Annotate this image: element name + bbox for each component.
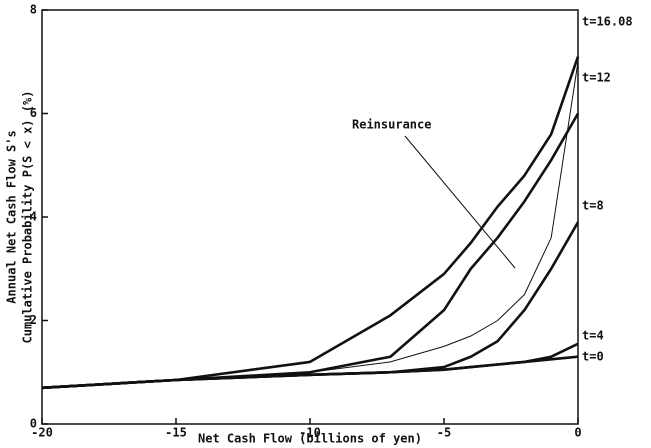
y-axis-label: Cumulative Probability P(S < x) (%) xyxy=(21,91,35,344)
x-axis-label: Net Cash Flow (billions of yen) xyxy=(198,432,422,446)
series-label: t=16.08 xyxy=(582,15,633,29)
series-line xyxy=(41,112,580,390)
x-tick-label: -10 xyxy=(299,426,321,440)
y-tick-label: 8 xyxy=(30,3,37,17)
annotation-arrow xyxy=(404,135,516,269)
x-tick-label: 0 xyxy=(574,426,581,440)
y-tick-label: 6 xyxy=(30,106,37,120)
series-line xyxy=(41,61,579,389)
x-tick-label: -15 xyxy=(165,426,187,440)
y-tick-label: 4 xyxy=(30,210,37,224)
series-label: t=12 xyxy=(582,71,611,85)
series-label: t=4 xyxy=(582,329,604,343)
x-tick-label: -20 xyxy=(31,426,53,440)
y-tick-label: 2 xyxy=(30,313,37,327)
y-axis-label: Annual Net Cash Flow S's xyxy=(5,130,19,303)
annotation: Reinsurance xyxy=(352,118,431,132)
y-tick-label: 0 xyxy=(30,417,37,431)
series-label: t=8 xyxy=(582,199,604,213)
series-line xyxy=(41,355,579,390)
series-label: t=0 xyxy=(582,350,604,364)
x-tick-label: -5 xyxy=(437,426,451,440)
series-line xyxy=(41,56,580,390)
